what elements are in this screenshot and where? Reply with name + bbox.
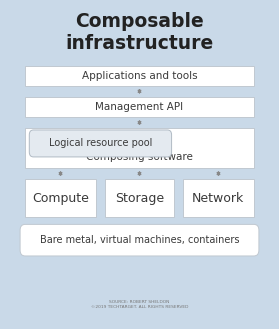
Text: Logical resource pool: Logical resource pool	[49, 139, 152, 148]
Text: Applications and tools: Applications and tools	[82, 71, 197, 81]
Text: SOURCE: ROBERT SHELDON
©2019 TECHTARGET. ALL RIGHTS RESERVED: SOURCE: ROBERT SHELDON ©2019 TECHTARGET.…	[91, 300, 188, 309]
Text: Composable
infrastructure: Composable infrastructure	[65, 13, 214, 53]
Text: Network: Network	[192, 192, 244, 205]
FancyBboxPatch shape	[29, 130, 172, 157]
FancyBboxPatch shape	[25, 179, 96, 217]
FancyBboxPatch shape	[105, 179, 174, 217]
FancyBboxPatch shape	[25, 66, 254, 86]
FancyBboxPatch shape	[25, 97, 254, 117]
Text: Composing software: Composing software	[86, 152, 193, 162]
FancyBboxPatch shape	[20, 224, 259, 256]
Text: Storage: Storage	[115, 192, 164, 205]
Text: Management API: Management API	[95, 102, 184, 112]
Text: Bare metal, virtual machines, containers: Bare metal, virtual machines, containers	[40, 235, 239, 245]
FancyBboxPatch shape	[25, 128, 254, 168]
FancyBboxPatch shape	[183, 179, 254, 217]
Text: Compute: Compute	[32, 192, 89, 205]
